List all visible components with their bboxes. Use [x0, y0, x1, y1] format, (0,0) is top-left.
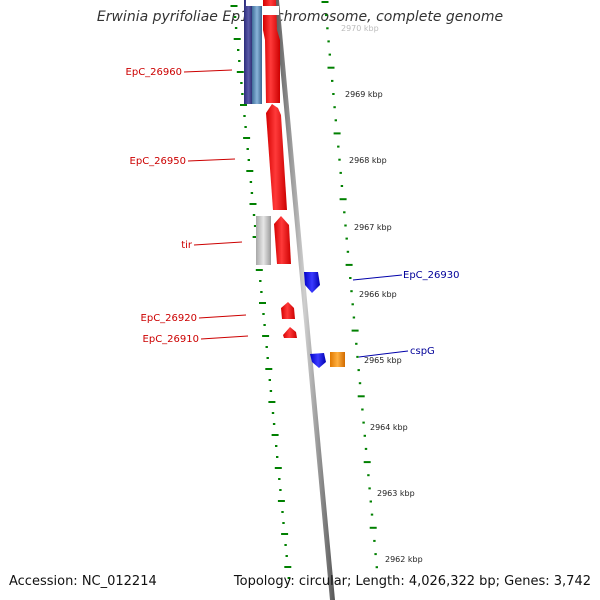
leader-epc-26960 [183, 69, 233, 73]
leader-tir [193, 241, 243, 246]
gene-label-epc-26920: EpC_26920 [141, 313, 197, 324]
gene-label-epc-26930: EpC_26930 [403, 270, 459, 281]
gene-arrow-epc-26950 [266, 104, 287, 210]
outer-tick-track [321, 1, 378, 569]
gene-label-cspg: cspG [410, 346, 435, 357]
chromosome-backbone [274, 0, 335, 600]
gene-white-gap [262, 6, 279, 15]
leader-cspg [358, 350, 409, 358]
map-title: Erwinia pyrifoliae Ep1/96 chromosome, co… [96, 9, 504, 25]
gene-arrow-epc-26920 [281, 302, 295, 319]
scale-label-2968: 2968 kbp [349, 156, 387, 165]
gene-label-epc-26950: EpC_26950 [130, 156, 186, 167]
leader-epc-26930 [352, 274, 403, 281]
gene-label-epc-26910: EpC_26910 [143, 334, 199, 345]
gene-arrow-blue-small [310, 353, 326, 368]
scale-label-2962: 2962 kbp [385, 555, 423, 564]
gene-label-epc-26960: EpC_26960 [126, 67, 182, 78]
gene-arrow-epc-26910 [283, 327, 297, 338]
genome-summary-label: Topology: circular; Length: 4,026,322 bp… [233, 574, 591, 589]
scale-label-2964: 2964 kbp [370, 423, 408, 432]
scale-label-2970: 2970 kbp [341, 24, 379, 33]
leader-epc-26920 [198, 314, 247, 319]
gene-navy-block [244, 0, 253, 104]
gene-arrow-tir [274, 216, 291, 264]
scale-label-2966: 2966 kbp [359, 290, 397, 299]
inner-tick-track [230, 5, 292, 579]
scale-label-2969: 2969 kbp [345, 90, 383, 99]
gene-steelblue-block [252, 0, 262, 104]
scale-label-2967: 2967 kbp [354, 223, 392, 232]
accession-label: Accession: NC_012214 [9, 574, 157, 589]
gene-label-tir: tir [181, 240, 193, 251]
gene-arrow-epc-26960 [263, 0, 280, 103]
scale-label-2965: 2965 kbp [364, 356, 402, 365]
scale-label-2963: 2963 kbp [377, 489, 415, 498]
gene-cspg [330, 352, 345, 367]
leader-epc-26950 [187, 158, 236, 162]
gene-white-block [246, 0, 262, 6]
leader-epc-26910 [200, 335, 249, 340]
gene-arrow-epc-26930 [304, 272, 320, 293]
gene-tir-grey [256, 216, 271, 265]
